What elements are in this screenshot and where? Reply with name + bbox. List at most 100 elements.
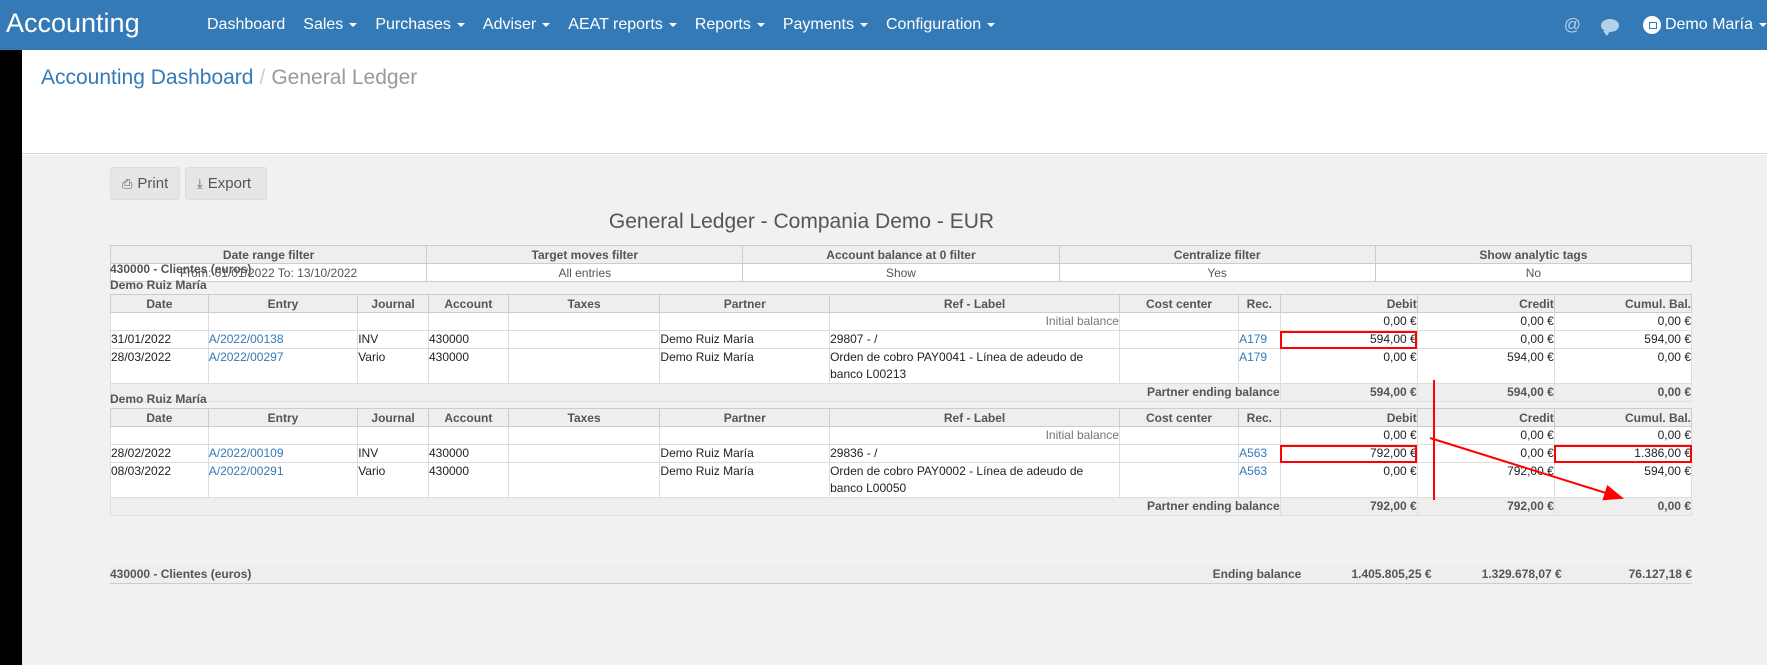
- cell-account: 430000: [427, 462, 509, 498]
- at-icon[interactable]: @: [1563, 15, 1581, 34]
- cell-credit: 0,00 €: [1416, 330, 1555, 349]
- filters-table: Date range filter Target moves filter Ac…: [109, 245, 1693, 282]
- filter-header: Date range filter: [109, 245, 428, 264]
- col-header-rec: Rec.: [1238, 408, 1281, 427]
- ending-total-credit: 1.329.678,07 €: [1431, 565, 1562, 584]
- cell-account: 430000: [427, 348, 509, 384]
- col-header-account: Account: [427, 408, 509, 427]
- entry-link[interactable]: A/2022/00291: [208, 464, 284, 478]
- cell-taxes: [507, 330, 661, 349]
- entry-link[interactable]: A/2022/00138: [208, 332, 284, 346]
- rec-link[interactable]: A563: [1239, 446, 1268, 460]
- rec-link[interactable]: A563: [1239, 464, 1268, 478]
- ending-credit: 792,00 €: [1416, 497, 1555, 516]
- menu-adviser[interactable]: Adviser: [474, 0, 559, 50]
- cell-rec[interactable]: A563: [1238, 444, 1281, 463]
- cell-date: 31/01/2022: [110, 330, 209, 349]
- menu-label: AEAT reports: [568, 16, 663, 33]
- entry-link[interactable]: A/2022/00297: [208, 350, 284, 364]
- cell-rec[interactable]: A563: [1238, 462, 1281, 498]
- filter-header: Show analytic tags: [1374, 245, 1693, 264]
- menu-sales[interactable]: Sales: [294, 0, 366, 50]
- navbar-right: @ Demo María: [1564, 0, 1767, 50]
- cell-label: Orden de cobro PAY0041 - Línea de adeudo…: [829, 348, 1120, 384]
- menu-purchases[interactable]: Purchases: [366, 0, 474, 50]
- cell-rec[interactable]: A179: [1238, 348, 1281, 384]
- col-header-cost-center: Cost center: [1118, 294, 1240, 313]
- col-header-journal: Journal: [357, 408, 429, 427]
- menu-label: Dashboard: [207, 16, 286, 33]
- col-header-credit: Credit: [1416, 294, 1555, 313]
- col-header-ref-label: Ref - Label: [829, 294, 1120, 313]
- rec-link[interactable]: A179: [1239, 350, 1268, 364]
- cell-entry[interactable]: A/2022/00109: [207, 444, 359, 463]
- filter-header: Centralize filter: [1058, 245, 1376, 264]
- menu-reports[interactable]: Reports: [686, 0, 774, 50]
- cell-cumul-bal: 594,00 €: [1553, 462, 1693, 498]
- partner-ending-label: Partner ending balance: [110, 497, 1281, 516]
- cell-label: 29836 - /: [829, 444, 1120, 463]
- breadcrumb: Accounting Dashboard / General Ledger: [41, 66, 417, 90]
- caret-down-icon: [668, 23, 677, 27]
- table-row[interactable]: 31/01/2022 A/2022/00138 INV 430000 Demo …: [110, 330, 1693, 349]
- cell-taxes: [507, 348, 661, 384]
- partner-ending-row: Partner ending balance 792,00 € 792,00 €…: [110, 497, 1693, 516]
- col-header-entry: Entry: [207, 408, 359, 427]
- entry-link[interactable]: A/2022/00109: [208, 446, 284, 460]
- menu-dashboard[interactable]: Dashboard: [198, 0, 294, 50]
- cell-date: 28/02/2022: [110, 444, 209, 463]
- table-row[interactable]: 28/03/2022 A/2022/00297 Vario 430000 Dem…: [110, 348, 1693, 384]
- filter-value: All entries: [426, 263, 744, 282]
- table-row[interactable]: 08/03/2022 A/2022/00291 Vario 430000 Dem…: [110, 462, 1693, 498]
- cell-debit: 0,00 €: [1279, 462, 1418, 498]
- print-label: Print: [137, 175, 169, 192]
- cell-credit: 0,00 €: [1416, 444, 1555, 463]
- cell-journal: INV: [357, 330, 429, 349]
- print-button[interactable]: ⎙ Print: [110, 167, 180, 200]
- cell-rec[interactable]: A179: [1238, 330, 1281, 349]
- cell-entry[interactable]: A/2022/00291: [207, 462, 359, 498]
- table-row[interactable]: 28/02/2022 A/2022/00109 INV 430000 Demo …: [110, 444, 1693, 463]
- ending-total-balance: 76.127,18 €: [1561, 565, 1692, 584]
- partner-ending-label: Partner ending balance: [110, 383, 1281, 402]
- menu-label: Adviser: [482, 16, 537, 33]
- cell-cumul-bal: 594,00 €: [1553, 330, 1693, 349]
- cell-date: 08/03/2022: [110, 462, 209, 498]
- cell-debit: 594,00 €: [1279, 330, 1418, 349]
- caret-down-icon: [542, 23, 551, 27]
- user-avatar-icon: [1642, 16, 1661, 34]
- col-header-rec: Rec.: [1238, 294, 1281, 313]
- col-header-debit: Debit: [1279, 294, 1418, 313]
- chat-icon[interactable]: [1600, 18, 1619, 36]
- ending-balance: 0,00 €: [1553, 383, 1693, 402]
- download-icon: ⤓: [197, 175, 203, 191]
- menu-label: Sales: [303, 16, 344, 33]
- cell-entry[interactable]: A/2022/00138: [207, 330, 359, 349]
- breadcrumb-link-dashboard[interactable]: Accounting Dashboard: [41, 66, 254, 89]
- ending-account: 430000 - Clientes (euros): [110, 565, 537, 584]
- initial-debit: 0,00 €: [1279, 426, 1418, 445]
- cell-credit: 594,00 €: [1416, 348, 1555, 384]
- cell-cumul-bal: 0,00 €: [1553, 348, 1693, 384]
- breadcrumb-separator: /: [259, 66, 266, 89]
- menu-aeat-reports[interactable]: AEAT reports: [559, 0, 686, 50]
- menu-payments[interactable]: Payments: [774, 0, 877, 50]
- ending-debit: 594,00 €: [1279, 383, 1418, 402]
- user-menu[interactable]: Demo María: [1642, 16, 1767, 34]
- col-header-cost-center: Cost center: [1118, 408, 1240, 427]
- cell-entry[interactable]: A/2022/00297: [207, 348, 359, 384]
- cell-cost-center: [1118, 330, 1240, 349]
- cell-credit: 792,00 €: [1416, 462, 1555, 498]
- col-header-credit: Credit: [1416, 408, 1555, 427]
- ending-debit: 792,00 €: [1279, 497, 1418, 516]
- account-ending-table: 430000 - Clientes (euros) Ending balance…: [110, 565, 1692, 584]
- menu-configuration[interactable]: Configuration: [877, 0, 1004, 50]
- rec-link[interactable]: A179: [1239, 332, 1268, 346]
- export-button[interactable]: ⤓ Export: [185, 167, 267, 200]
- filters-value-row: From: 01/01/2022 To: 13/10/2022 All entr…: [109, 263, 1693, 282]
- ledger-table-partner-2: Date Entry Journal Account Taxes Partner…: [110, 408, 1693, 516]
- app-brand[interactable]: Accounting: [6, 8, 140, 38]
- cell-account: 430000: [427, 444, 509, 463]
- menu-label: Purchases: [375, 16, 451, 33]
- initial-balance: 0,00 €: [1553, 312, 1693, 331]
